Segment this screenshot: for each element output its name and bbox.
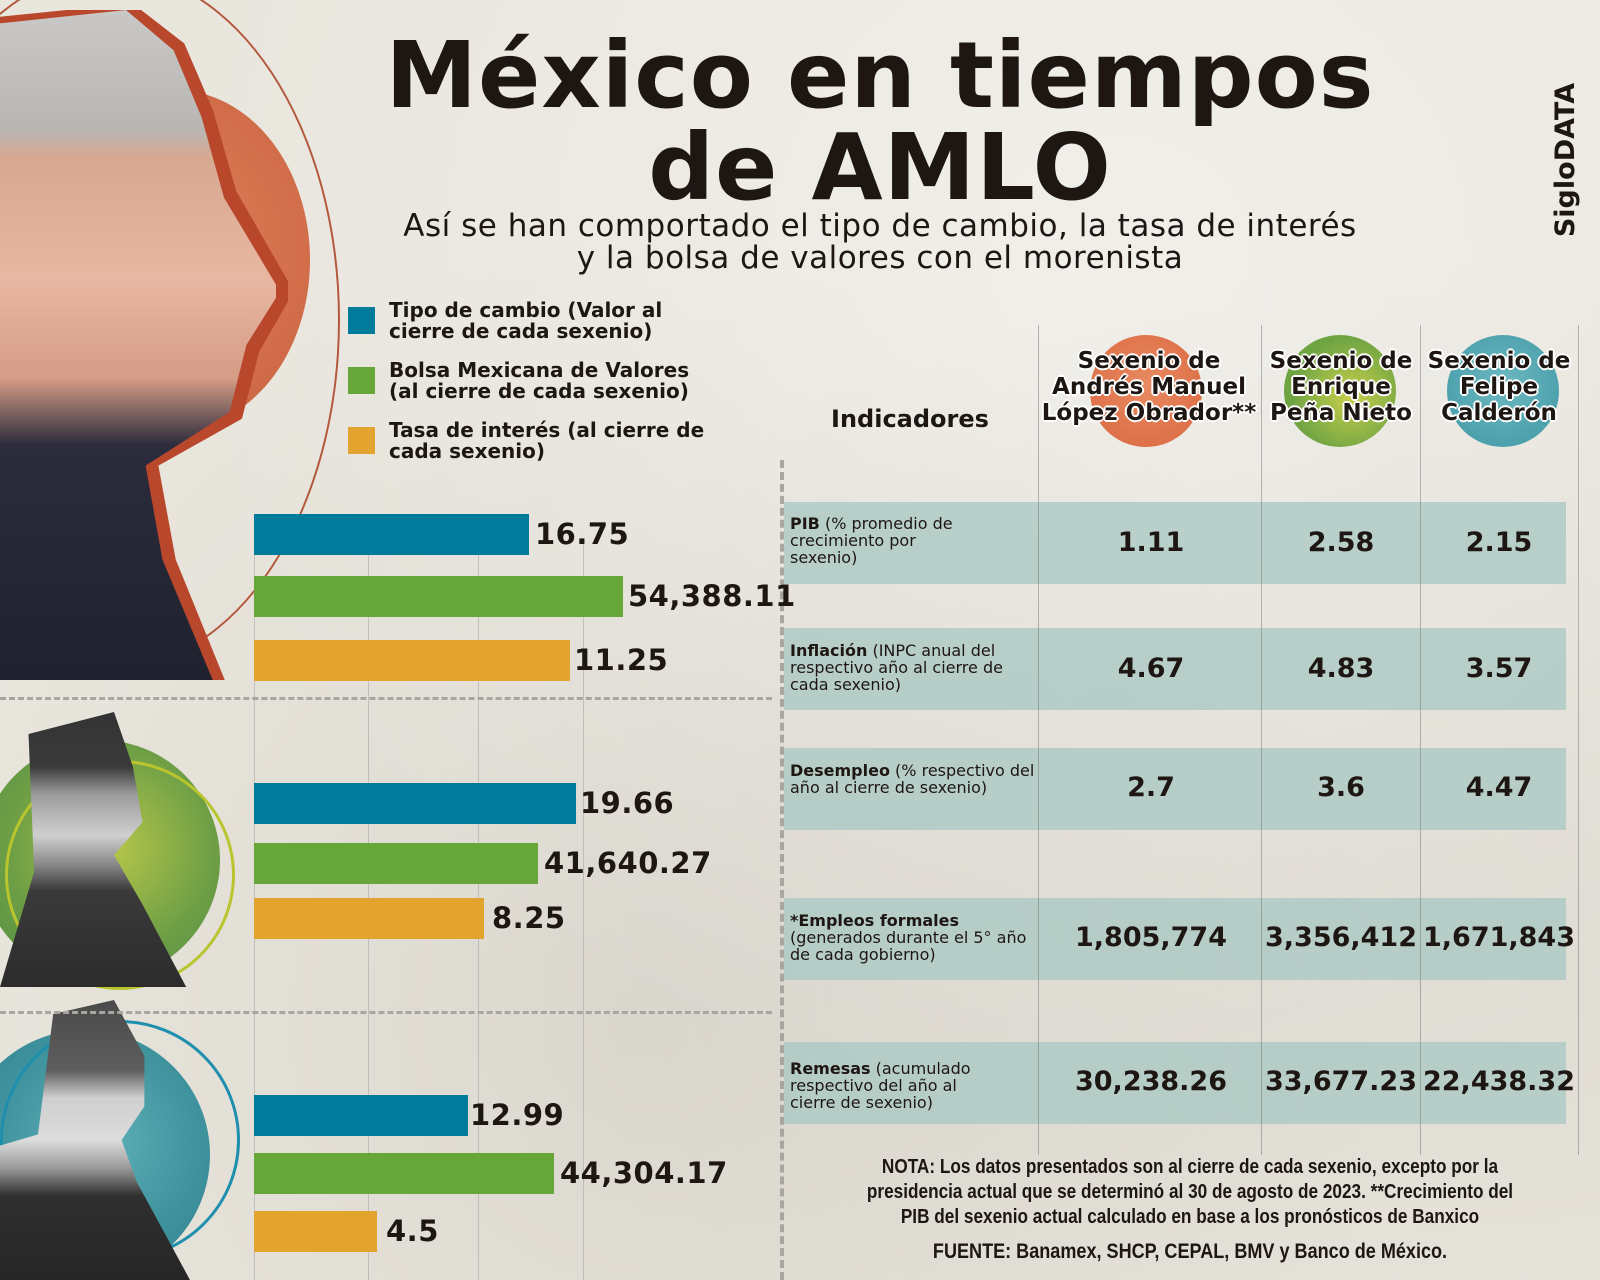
- source-credit: FUENTE: Banamex, SHCP, CEPAL, BMV y Banc…: [932, 1240, 1448, 1263]
- table-cell: 22,438.32: [1422, 1066, 1576, 1097]
- bar-fch-tasa: [254, 1211, 377, 1252]
- bar-fch-tipo-cambio: [254, 1095, 468, 1136]
- bar-value: 44,304.17: [560, 1156, 728, 1190]
- column-header-epn: Sexenio de Enrique Peña Nieto: [1269, 348, 1413, 426]
- bar-amlo-tipo-cambio: [254, 514, 529, 555]
- table-cell: 1,671,843: [1422, 922, 1576, 953]
- bar-epn-bolsa: [254, 843, 538, 884]
- table-cell: 2.7: [1127, 772, 1175, 803]
- title-line-1: México en tiempos: [385, 22, 1375, 129]
- table-row-band: [784, 1042, 1566, 1124]
- bar-value: 16.75: [535, 517, 630, 551]
- bar-value: 19.66: [580, 786, 675, 820]
- legend-item-bolsa: Bolsa Mexicana de Valores (al cierre de c…: [348, 360, 748, 402]
- bar-value: 8.25: [492, 901, 566, 935]
- table-header-indicadores: Indicadores: [831, 405, 989, 433]
- legend-item-tasa: Tasa de interés (al cierre de cada sexeni…: [348, 420, 748, 462]
- column-divider: [1578, 325, 1579, 1155]
- bar-amlo-tasa: [254, 640, 570, 681]
- column-header-fch: Sexenio de Felipe Calderón: [1427, 348, 1571, 426]
- column-divider: [1261, 325, 1262, 1155]
- section-divider: [0, 697, 772, 700]
- bar-epn-tipo-cambio: [254, 783, 576, 824]
- column-badge-amlo: [1090, 335, 1202, 447]
- row-label-empleos: *Empleos formales (generados durante el …: [790, 911, 1027, 964]
- row-label-inflacion: Inflación (INPC anual del respectivo año…: [790, 641, 1003, 694]
- subtitle-line-2: y la bolsa de valores con el morenista: [576, 240, 1184, 276]
- table-cell: 4.67: [1117, 653, 1185, 684]
- table-cell: 2.58: [1307, 527, 1375, 558]
- column-badge-fch: [1447, 335, 1559, 447]
- row-label-remesas: Remesas (acumulado respectivo del año al…: [790, 1059, 971, 1112]
- row-label-pib: PIB (% promedio de crecimiento por sexen…: [790, 514, 953, 567]
- table-cell: 30,238.26: [1074, 1066, 1228, 1097]
- bar-value: 54,388.11: [628, 579, 796, 613]
- table-row-band: [784, 898, 1566, 980]
- table-cell: 3,356,412: [1264, 922, 1418, 953]
- footnote: NOTA: Los datos presentados son al cierr…: [866, 1156, 1514, 1228]
- legend-swatch-blue: [348, 307, 375, 334]
- page-subtitle: Así se han comportado el tipo de cambio,…: [330, 210, 1430, 274]
- vertical-divider: [780, 460, 784, 1280]
- table-row-band: [784, 502, 1566, 584]
- bar-value: 4.5: [386, 1214, 439, 1248]
- table-cell: 3.6: [1317, 772, 1365, 803]
- bar-value: 12.99: [470, 1098, 565, 1132]
- column-divider: [1038, 325, 1039, 1155]
- legend-swatch-orange: [348, 427, 375, 454]
- table-cell: 1.11: [1117, 527, 1185, 558]
- legend-swatch-green: [348, 367, 375, 394]
- column-header-amlo: Sexenio de Andrés Manuel López Obrador**: [1041, 348, 1257, 426]
- table-cell: 4.83: [1307, 653, 1375, 684]
- title-line-2: de AMLO: [648, 114, 1112, 221]
- page-title: México en tiempos de AMLO: [330, 30, 1430, 214]
- subtitle-line-1: Así se han comportado el tipo de cambio,…: [403, 208, 1357, 244]
- table-cell: 1,805,774: [1074, 922, 1228, 953]
- bar-value: 11.25: [574, 643, 669, 677]
- table-cell: 33,677.23: [1264, 1066, 1418, 1097]
- table-cell: 2.15: [1465, 527, 1533, 558]
- legend-item-tipo-cambio: Tipo de cambio (Valor al cierre de cada s…: [348, 300, 748, 342]
- bar-value: 41,640.27: [544, 846, 712, 880]
- brand-logo: SigloDATA: [1550, 82, 1581, 238]
- gridline: [583, 540, 584, 1280]
- column-divider: [1420, 325, 1421, 1155]
- bar-amlo-bolsa: [254, 576, 623, 617]
- section-divider: [0, 1011, 772, 1014]
- table-cell: 4.47: [1465, 772, 1533, 803]
- table-cell: 3.57: [1465, 653, 1533, 684]
- bar-epn-tasa: [254, 898, 484, 939]
- row-label-desempleo: Desempleo (% respectivo del año al cierr…: [790, 761, 1035, 797]
- chart-legend: Tipo de cambio (Valor al cierre de cada s…: [348, 300, 748, 480]
- column-badge-epn: [1284, 335, 1396, 447]
- bar-fch-bolsa: [254, 1153, 554, 1194]
- table-row-band: [784, 628, 1566, 710]
- table-row-band: [784, 748, 1566, 830]
